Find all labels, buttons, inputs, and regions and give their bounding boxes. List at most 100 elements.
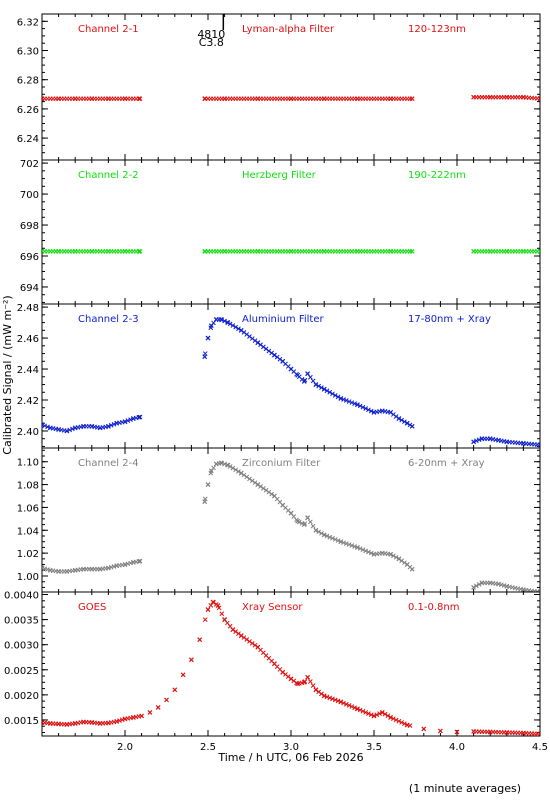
data-point (474, 438, 479, 444)
panel-channel-label: Channel 2-4 (78, 458, 139, 469)
y-tick-label: 2.48 (17, 303, 39, 314)
x-tick-label: 3.5 (366, 742, 382, 753)
data-point (476, 582, 482, 587)
data-point (244, 637, 250, 642)
data-point (302, 679, 308, 684)
data-point (219, 460, 225, 466)
data-point (327, 534, 333, 540)
data-point (330, 696, 335, 702)
data-point (399, 558, 405, 564)
data-point (402, 419, 407, 425)
data-point (404, 420, 410, 426)
data-point (332, 697, 338, 703)
y-tick-label: 6.26 (17, 105, 39, 116)
panel-filter-label: Zirconium Filter (242, 458, 321, 469)
y-tick-label: 1.04 (17, 526, 39, 537)
data-point (260, 486, 266, 491)
data-point (338, 539, 344, 545)
data-point (471, 585, 477, 590)
data-point (349, 543, 355, 548)
data-point (382, 711, 388, 717)
data-point (205, 607, 211, 612)
data-point (396, 718, 402, 724)
x-tick-label: 4.0 (449, 742, 465, 753)
panel-channel-label: Channel 2-1 (78, 24, 139, 35)
data-point (308, 519, 313, 525)
panel-4: 1.00 1.02 1.04 1.06 1.08 1.10 Channel 2-4 Zirco… (17, 447, 541, 593)
data-point (205, 335, 211, 341)
data-point (399, 720, 405, 725)
data-point (236, 469, 241, 474)
data-point (241, 472, 247, 478)
data-point (308, 679, 313, 684)
panel-filter-label: Herzberg Filter (242, 170, 317, 181)
data-point (211, 600, 216, 605)
y-tick-label: 6.24 (17, 134, 39, 145)
data-point (305, 515, 310, 521)
data-point (244, 474, 250, 480)
y-tick-label: 0.0040 (4, 591, 39, 602)
data-point (379, 710, 385, 715)
data-point (236, 326, 241, 332)
data-series (42, 460, 540, 592)
data-point (180, 672, 186, 678)
data-point (302, 521, 308, 526)
data-point (208, 470, 214, 476)
data-point (106, 423, 111, 429)
y-tick-label: 6.32 (17, 17, 39, 28)
y-tick-label: 694 (20, 283, 39, 294)
data-point (393, 717, 399, 723)
data-point (67, 427, 73, 433)
x-tick-label: 3.0 (283, 742, 299, 753)
data-point (355, 402, 360, 407)
data-point (374, 712, 380, 718)
data-point (324, 388, 330, 394)
panel-band-label: 0.1-0.8nm (408, 602, 460, 613)
data-point (42, 423, 48, 429)
data-point (313, 527, 319, 533)
data-series (42, 317, 540, 448)
y-tick-label: 0.0015 (4, 716, 39, 727)
panel-2: 694 696 698 700 702 Channel 2-2 Herzberg Filte… (20, 159, 541, 305)
data-point (330, 391, 335, 397)
y-tick-label: 698 (20, 221, 39, 232)
data-point (136, 558, 142, 564)
data-point (363, 548, 369, 554)
data-point (205, 482, 211, 487)
x-tick-label: 2.5 (200, 742, 216, 753)
x-tick-label: 4.5 (532, 742, 548, 753)
data-point (255, 482, 261, 487)
data-point (238, 470, 244, 476)
data-point (366, 711, 371, 716)
data-point (310, 523, 316, 529)
data-point (476, 437, 482, 443)
data-point (335, 394, 341, 400)
data-series (42, 599, 540, 736)
data-point (213, 602, 219, 607)
data-point (202, 496, 208, 502)
flare-marker-label-bottom: C3.8 (199, 36, 224, 49)
data-point (388, 715, 393, 720)
data-point (346, 542, 352, 547)
data-point (310, 378, 316, 384)
y-tick-label: 696 (20, 252, 39, 263)
data-point (313, 687, 319, 693)
panel-channel-label: Channel 2-2 (78, 170, 139, 181)
data-point (137, 96, 143, 102)
data-point (343, 541, 349, 546)
data-point (108, 422, 114, 428)
data-point (407, 564, 413, 570)
data-point (338, 396, 344, 401)
data-point (366, 549, 371, 555)
data-point (366, 407, 371, 413)
y-tick-label: 1.10 (17, 458, 39, 469)
panel-3: 2.40 2.42 2.44 2.46 2.48 Channel 2-3 Aluminium… (17, 303, 541, 449)
data-point (136, 414, 142, 420)
data-point (269, 491, 274, 497)
data-point (42, 422, 45, 428)
data-point (155, 704, 161, 710)
data-point (537, 589, 540, 592)
data-point (233, 467, 239, 473)
y-tick-label: 1.08 (17, 481, 39, 492)
y-axis-label: Calibrated Signal / (mW m⁻²) (1, 295, 14, 454)
